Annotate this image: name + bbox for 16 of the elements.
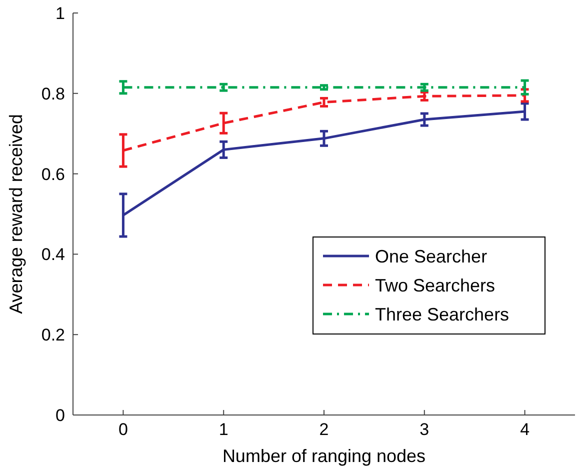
y-axis-title: Average reward received	[6, 114, 26, 314]
x-axis-title: Number of ranging nodes	[222, 446, 426, 466]
x-tick-label: 1	[218, 420, 228, 439]
x-tick-label: 2	[319, 420, 329, 439]
x-tick-label: 0	[118, 420, 128, 439]
legend-label: Two Searchers	[375, 275, 496, 296]
legend-label: Three Searchers	[375, 304, 510, 324]
y-tick-label: 0.6	[41, 164, 65, 184]
x-tick-label: 4	[520, 420, 530, 439]
y-tick-label: 0	[56, 406, 65, 425]
y-tick-label: 1	[56, 4, 65, 23]
y-tick-label: 0.2	[41, 326, 65, 345]
y-tick-label: 0.8	[41, 84, 65, 104]
x-tick-label: 3	[420, 420, 430, 439]
y-tick-label: 0.4	[41, 245, 65, 264]
legend-label: One Searcher	[375, 246, 488, 266]
